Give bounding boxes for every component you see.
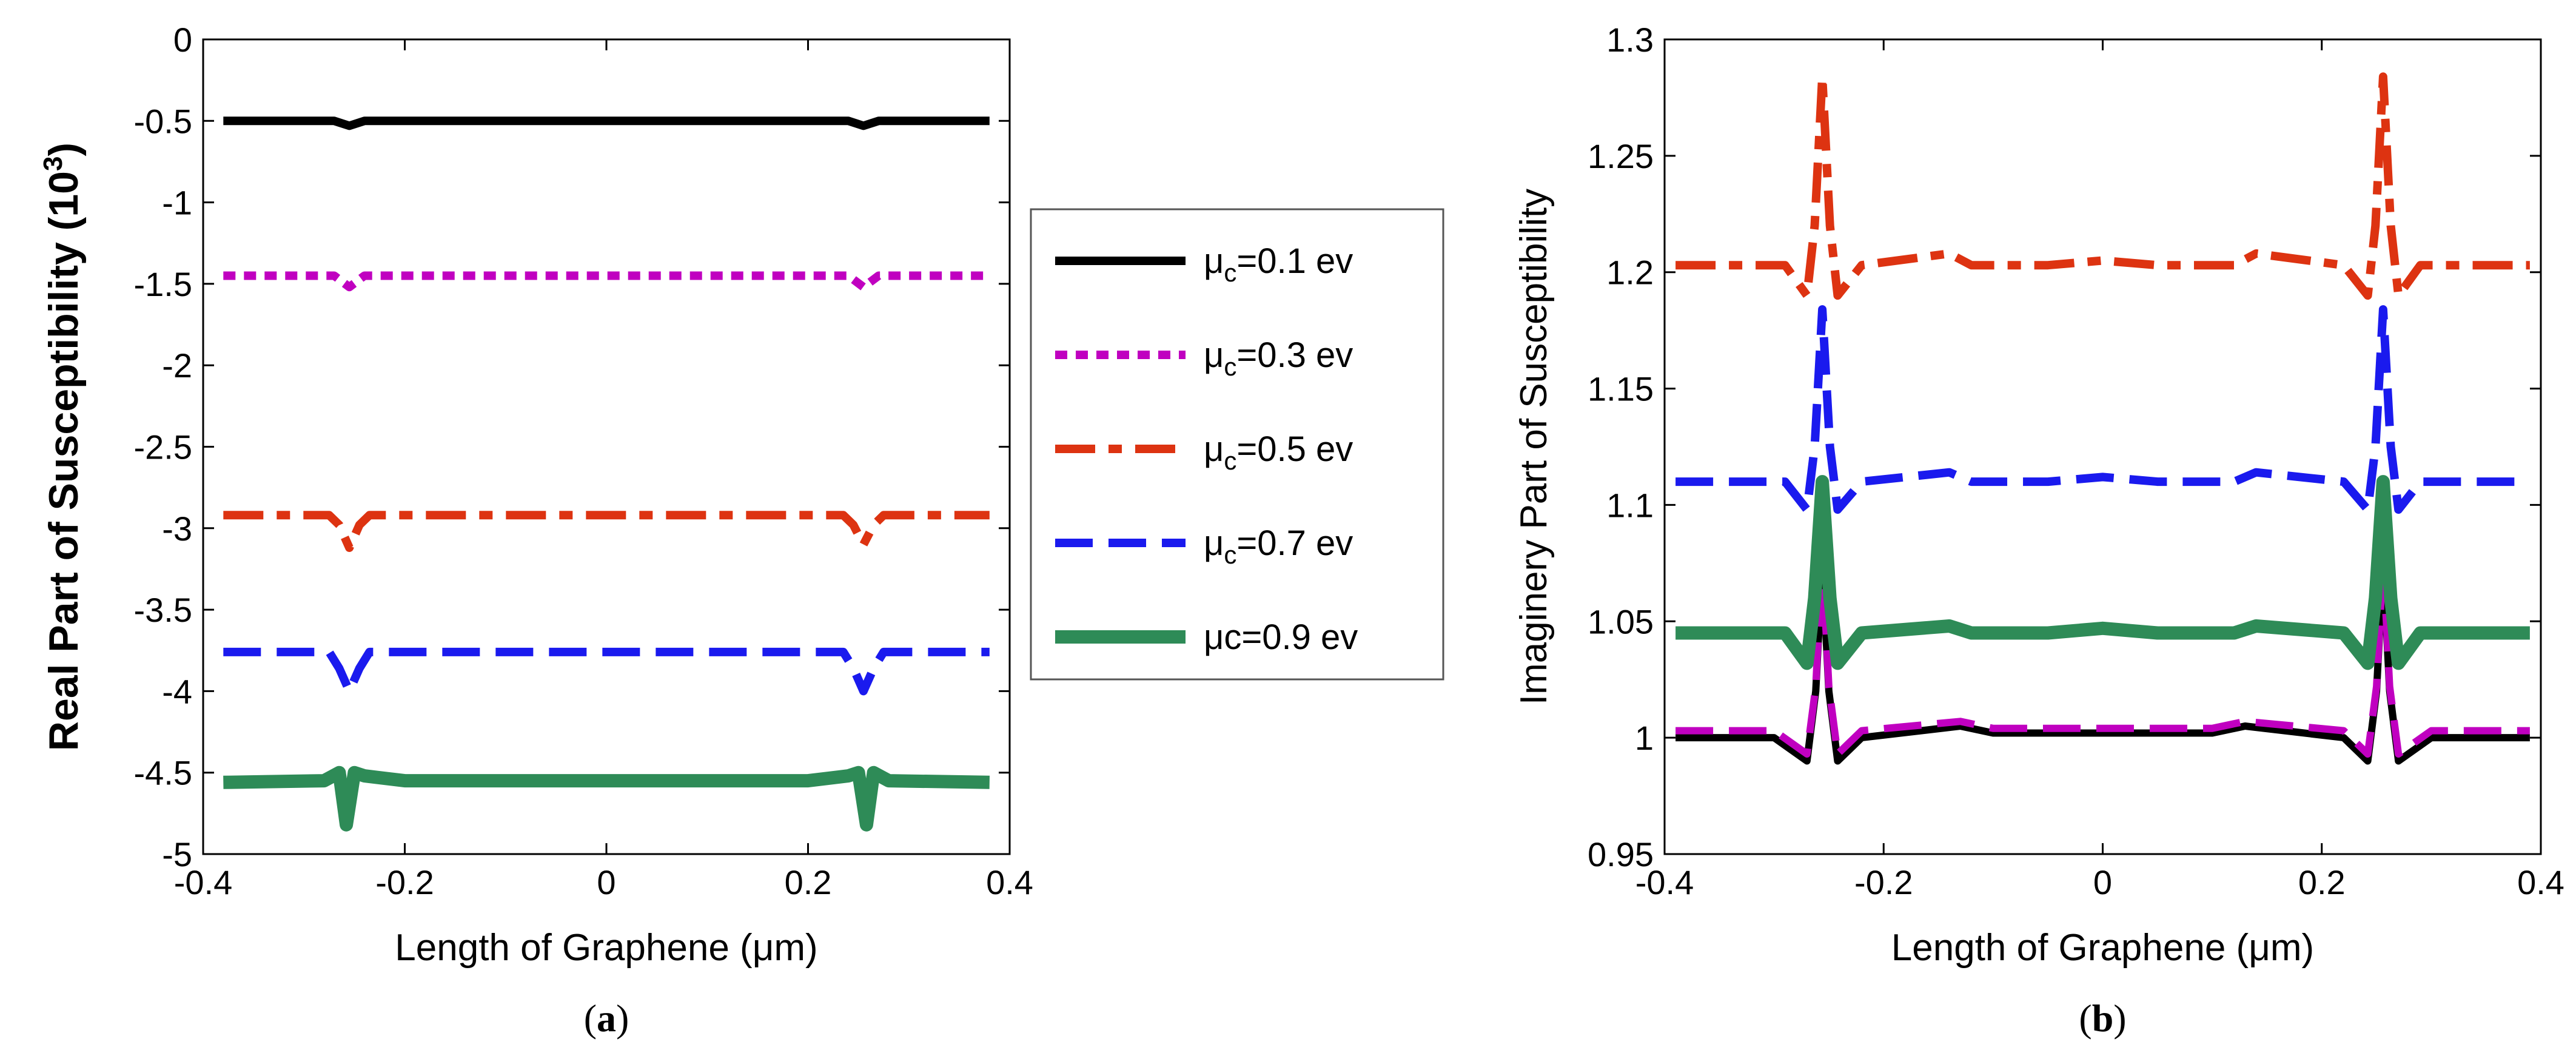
y-axis-label: Imaginery Part of Susceptibility [1513, 189, 1555, 705]
y-tick-label: -2.5 [134, 428, 193, 466]
series-line-3 [1675, 305, 2530, 514]
caption-letter: b [2092, 997, 2114, 1040]
series-line-1 [223, 271, 990, 292]
legend-label: μc=0.7 ev [1204, 523, 1353, 569]
legend-label: μc=0.1 ev [1204, 241, 1353, 287]
panel-a-chart: -0.4 -0.2 0 0.2 0.4 0 -0.5 -1 -1.5 -2 -2.5 -3 -3.5 -4… [38, 21, 1033, 1040]
y-tick-label: -1 [162, 184, 192, 222]
x-tick-label: -0.4 [174, 863, 233, 901]
legend-label-subscript: c [1224, 540, 1236, 569]
y-tick-label: -3.5 [134, 591, 193, 629]
panel-b-chart: -0.4 -0.2 0 0.2 0.4 0.95 1 1.05 1.1 1.15 1.2 1.25 1.… [1513, 21, 2564, 1040]
legend-label: μc=0.5 ev [1204, 429, 1353, 475]
y-tick-label: 1.1 [1606, 486, 1654, 524]
series-line-2 [1675, 72, 2530, 300]
legend-label-value: =0.3 ev [1236, 335, 1353, 375]
series-line-4 [1675, 475, 2530, 670]
legend-box [1030, 208, 1444, 681]
y-tick-label: -0.5 [134, 102, 193, 140]
x-tick-label: 0.2 [2298, 863, 2346, 901]
series-line-4 [223, 766, 990, 832]
y-tick-label: 1.25 [1588, 137, 1654, 175]
y-tick-label: -1.5 [134, 265, 193, 303]
legend-label-prefix: μ [1204, 523, 1224, 563]
caption-letter: a [597, 997, 616, 1040]
x-axis-label: Length of Graphene (μm) [395, 927, 817, 969]
y-tick-label: -3 [162, 510, 192, 548]
y-tick-label: -4.5 [134, 754, 193, 792]
y-axis-label-close: ) [41, 143, 87, 156]
y-tick-label: 1.3 [1606, 21, 1654, 59]
caption-close: ) [616, 997, 629, 1040]
x-tick-label: -0.2 [1854, 863, 1913, 901]
x-tick-label: 0 [2093, 863, 2112, 901]
x-tick-label: 0 [597, 863, 615, 901]
panel-caption: (a) [584, 997, 629, 1040]
x-axis-label: Length of Graphene (μm) [1891, 927, 2314, 969]
legend-label-prefix: μ [1204, 429, 1224, 469]
panel-caption: (b) [2079, 997, 2126, 1040]
y-tick-label: 1.15 [1588, 370, 1654, 408]
y-axis-label-superscript: 3 [38, 156, 68, 171]
y-tick-label: 1.2 [1606, 254, 1654, 292]
legend-label-prefix: μ [1204, 335, 1224, 375]
legend-label-subscript: c [1224, 446, 1236, 475]
series-line-1 [1675, 554, 2530, 758]
legend-label: μc=0.3 ev [1204, 335, 1353, 381]
legend-label-subscript: c [1224, 352, 1236, 381]
legend-label-value: =0.1 ev [1236, 241, 1353, 281]
x-tick-label: -0.2 [375, 863, 434, 901]
y-tick-label: -2 [162, 346, 192, 385]
series-line-0 [223, 116, 990, 130]
y-axis-label-text: Real Part of Susceptibility (10 [41, 171, 87, 751]
x-tick-label: -0.4 [1635, 863, 1694, 901]
y-tick-label: 0 [173, 21, 192, 59]
caption-open: ( [2079, 997, 2091, 1040]
y-tick-label: -4 [162, 672, 192, 710]
x-tick-label: 0.2 [785, 863, 832, 901]
legend-label-prefix: μc=0.9 ev [1204, 618, 1358, 657]
y-tick-label: 0.95 [1588, 835, 1654, 873]
y-tick-label: 1 [1635, 719, 1654, 757]
series-line-2 [223, 511, 990, 552]
legend-label-prefix: μ [1204, 241, 1224, 281]
y-tick-label: 1.05 [1588, 602, 1654, 641]
x-tick-label: 0.4 [986, 863, 1033, 901]
caption-close: ) [2113, 997, 2126, 1040]
series-line-3 [223, 647, 990, 696]
legend-label-value: =0.5 ev [1236, 429, 1353, 469]
y-axis-label: Real Part of Susceptibility (103) [38, 143, 87, 751]
caption-open: ( [584, 997, 597, 1040]
x-tick-label: 0.4 [2517, 863, 2564, 901]
y-tick-label: -5 [162, 835, 192, 873]
legend-label: μc=0.9 ev [1204, 618, 1358, 657]
legend-label-subscript: c [1224, 258, 1236, 287]
legend-label-value: =0.7 ev [1236, 523, 1353, 563]
